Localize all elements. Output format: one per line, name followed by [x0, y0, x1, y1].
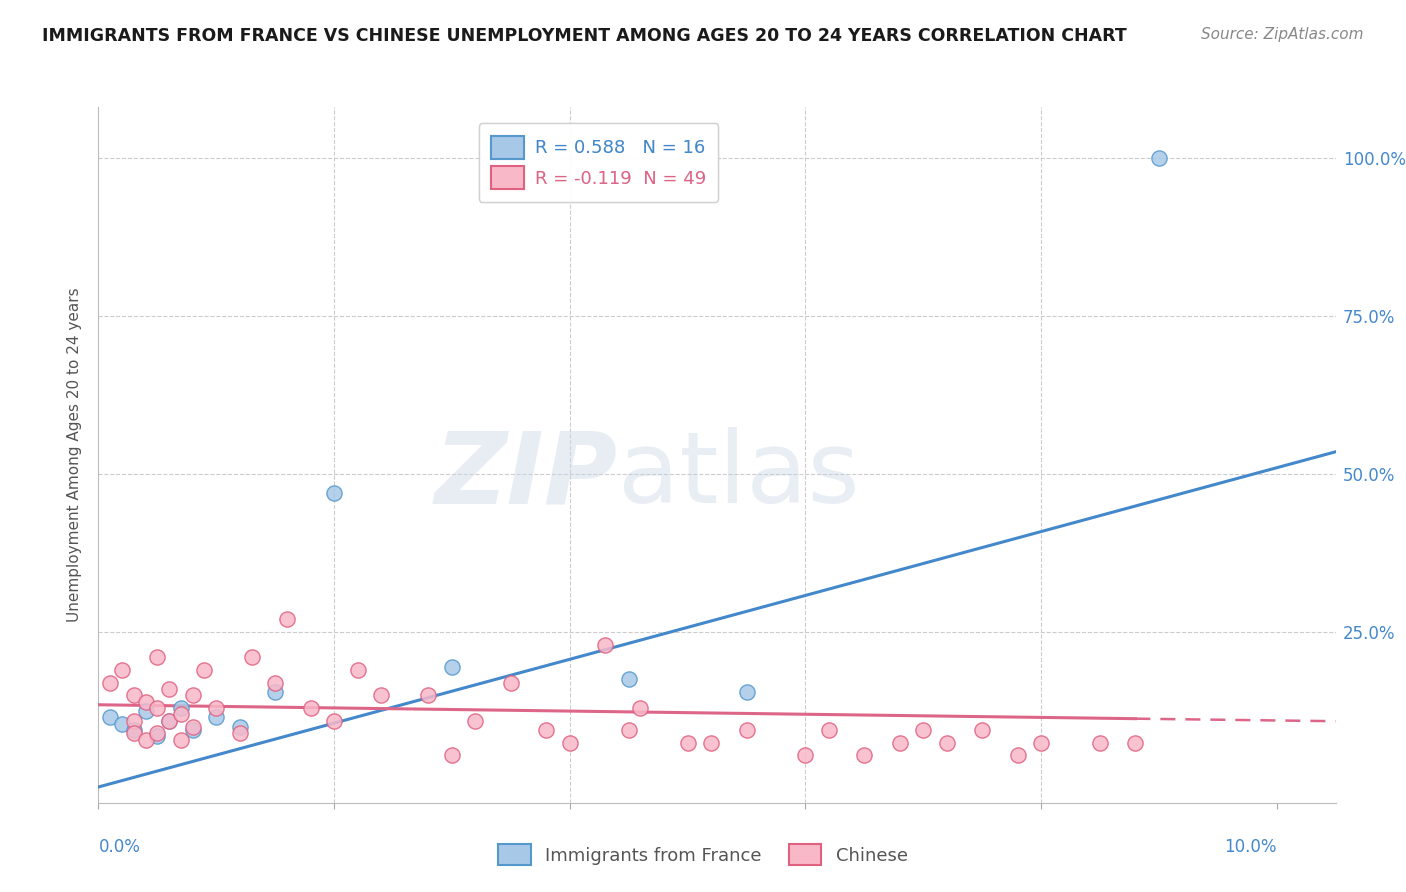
- Legend: Immigrants from France, Chinese: Immigrants from France, Chinese: [489, 835, 917, 874]
- Point: [181, 720, 204, 734]
- Point: [440, 660, 463, 674]
- Point: [818, 723, 841, 737]
- Text: IMMIGRANTS FROM FRANCE VS CHINESE UNEMPLOYMENT AMONG AGES 20 TO 24 YEARS CORRELA: IMMIGRANTS FROM FRANCE VS CHINESE UNEMPL…: [42, 27, 1128, 45]
- Point: [794, 748, 817, 763]
- Point: [735, 685, 758, 699]
- Point: [676, 736, 699, 750]
- Point: [98, 710, 121, 724]
- Point: [122, 714, 145, 728]
- Point: [146, 730, 169, 744]
- Text: 0.0%: 0.0%: [98, 838, 141, 855]
- Point: [323, 486, 346, 500]
- Point: [418, 688, 440, 702]
- Point: [240, 650, 263, 665]
- Point: [630, 701, 652, 715]
- Y-axis label: Unemployment Among Ages 20 to 24 years: Unemployment Among Ages 20 to 24 years: [67, 287, 83, 623]
- Point: [440, 748, 463, 763]
- Point: [157, 714, 180, 728]
- Point: [122, 723, 145, 737]
- Point: [181, 723, 204, 737]
- Point: [558, 736, 581, 750]
- Point: [205, 701, 228, 715]
- Point: [1088, 736, 1111, 750]
- Point: [146, 701, 169, 715]
- Point: [1029, 736, 1052, 750]
- Point: [972, 723, 994, 737]
- Point: [229, 720, 252, 734]
- Point: [205, 710, 228, 724]
- Point: [1007, 748, 1029, 763]
- Point: [853, 748, 876, 763]
- Point: [276, 612, 298, 626]
- Point: [157, 714, 180, 728]
- Point: [370, 688, 392, 702]
- Point: [935, 736, 957, 750]
- Text: Source: ZipAtlas.com: Source: ZipAtlas.com: [1201, 27, 1364, 42]
- Point: [499, 675, 522, 690]
- Point: [617, 673, 640, 687]
- Point: [122, 688, 145, 702]
- Point: [98, 675, 121, 690]
- Legend: R = 0.588   N = 16, R = -0.119  N = 49: R = 0.588 N = 16, R = -0.119 N = 49: [478, 123, 718, 202]
- Point: [111, 716, 134, 731]
- Text: ZIP: ZIP: [434, 427, 619, 524]
- Point: [111, 663, 134, 677]
- Point: [122, 726, 145, 740]
- Point: [135, 695, 157, 709]
- Point: [593, 638, 616, 652]
- Point: [889, 736, 911, 750]
- Point: [170, 707, 193, 722]
- Point: [346, 663, 368, 677]
- Text: 10.0%: 10.0%: [1225, 838, 1277, 855]
- Point: [1147, 151, 1170, 165]
- Point: [170, 701, 193, 715]
- Point: [700, 736, 723, 750]
- Point: [534, 723, 557, 737]
- Point: [170, 732, 193, 747]
- Point: [464, 714, 486, 728]
- Point: [1125, 736, 1147, 750]
- Text: atlas: atlas: [619, 427, 859, 524]
- Point: [735, 723, 758, 737]
- Point: [146, 726, 169, 740]
- Point: [193, 663, 215, 677]
- Point: [299, 701, 322, 715]
- Point: [181, 688, 204, 702]
- Point: [323, 714, 346, 728]
- Point: [264, 685, 287, 699]
- Point: [617, 723, 640, 737]
- Point: [912, 723, 935, 737]
- Point: [135, 732, 157, 747]
- Point: [229, 726, 252, 740]
- Point: [146, 650, 169, 665]
- Point: [264, 675, 287, 690]
- Point: [157, 681, 180, 696]
- Point: [135, 704, 157, 718]
